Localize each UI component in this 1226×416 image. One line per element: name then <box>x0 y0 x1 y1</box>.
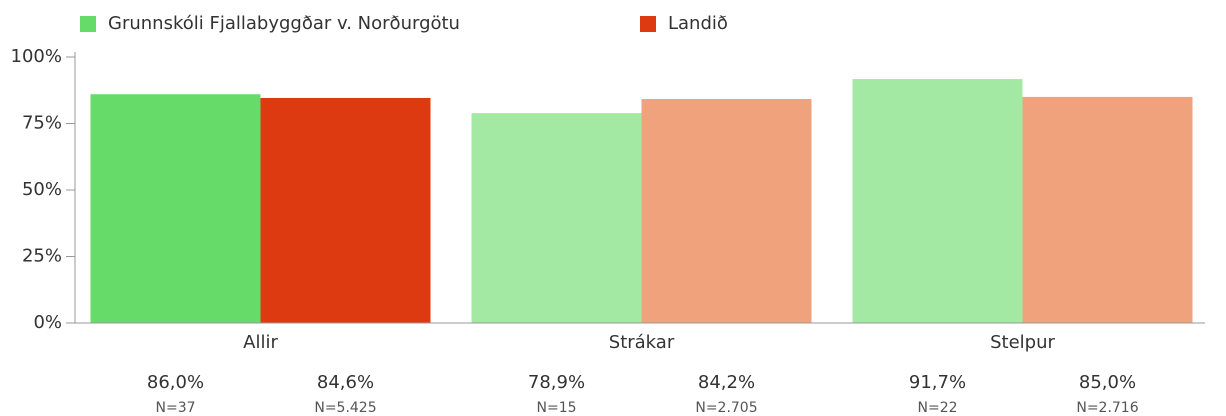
legend-label: Grunnskóli Fjallabyggðar v. Norðurgötu <box>108 13 460 34</box>
bar <box>1022 96 1193 324</box>
n-label: N=22 <box>917 400 957 416</box>
x-tick-label: Strákar <box>609 332 675 353</box>
n-label: N=15 <box>536 400 576 416</box>
bar <box>641 99 812 323</box>
value-label: 84,2% <box>698 372 755 393</box>
value-label: 84,6% <box>317 372 374 393</box>
value-label: 78,9% <box>528 372 585 393</box>
y-tick-label: 25% <box>22 246 62 267</box>
bar <box>90 94 261 324</box>
x-tick-label: Allir <box>243 332 278 353</box>
bar <box>260 97 431 324</box>
value-label: 86,0% <box>147 372 204 393</box>
bar <box>471 113 642 323</box>
y-tick-label: 75% <box>22 113 62 134</box>
legend-swatch <box>80 16 96 32</box>
y-tick-label: 0% <box>33 312 62 333</box>
legend-swatch <box>640 16 656 32</box>
value-label: 85,0% <box>1079 372 1136 393</box>
y-tick-label: 50% <box>22 179 62 200</box>
y-tick-label: 100% <box>11 46 62 67</box>
n-label: N=2.716 <box>1076 400 1138 416</box>
value-label: 91,7% <box>909 372 966 393</box>
n-label: N=2.705 <box>695 400 757 416</box>
bar <box>852 79 1023 323</box>
n-label: N=37 <box>155 400 195 416</box>
n-label: N=5.425 <box>314 400 376 416</box>
legend-label: Landið <box>668 13 728 34</box>
x-tick-label: Stelpur <box>990 332 1055 353</box>
